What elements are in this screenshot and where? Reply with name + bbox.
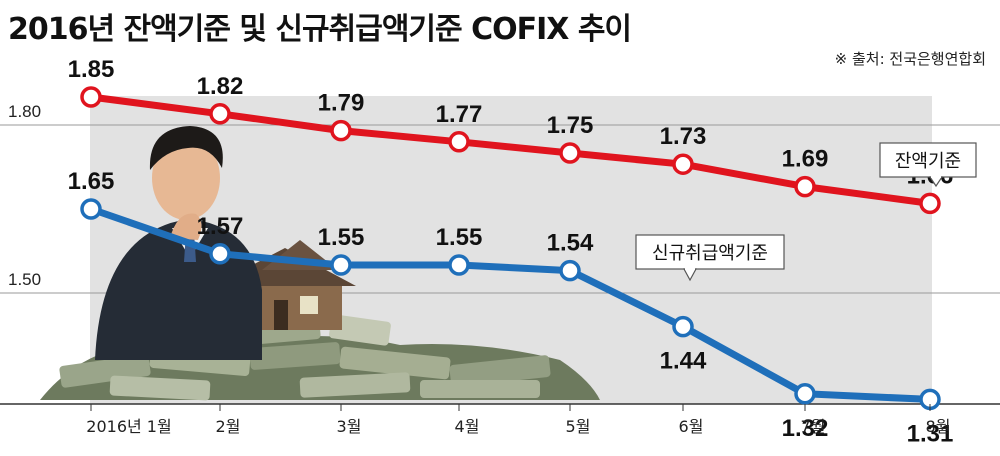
illustration xyxy=(40,126,600,401)
source-note: ※ 출처: 전국은행연합회 xyxy=(834,50,986,68)
data-point xyxy=(448,254,470,276)
x-axis: 2016년 1월 2월 3월 4월 5월 6월 7월 8월 xyxy=(86,404,950,436)
series-line-1 xyxy=(90,93,931,207)
data-label: 1.57 xyxy=(197,213,244,240)
data-label: 1.32 xyxy=(782,415,829,442)
y-tick-label: 1.80 xyxy=(8,102,41,121)
data-label: 1.82 xyxy=(197,73,244,100)
data-label: 1.77 xyxy=(436,101,483,128)
data-label: 1.85 xyxy=(68,56,115,83)
data-point xyxy=(919,192,941,215)
data-label: 1.55 xyxy=(318,224,365,251)
data-label: 1.75 xyxy=(547,112,594,139)
data-point xyxy=(209,243,231,265)
grid-layer: 1.80 1.50 xyxy=(0,102,1000,405)
data-label: 1.73 xyxy=(660,123,707,150)
series-line-2 xyxy=(89,205,931,403)
callout-label: 신규취급액기준 xyxy=(652,243,768,264)
data-point xyxy=(672,315,694,338)
callout-new: 신규취급액기준 xyxy=(635,234,785,282)
x-tick-label: 3월 xyxy=(337,417,362,436)
data-point xyxy=(794,175,816,198)
series-lines xyxy=(80,86,941,411)
x-tick-label: 6월 xyxy=(679,417,704,436)
y-tick-label: 1.50 xyxy=(8,270,41,289)
x-tick-label: 4월 xyxy=(455,417,480,436)
x-tick-label: 7월 xyxy=(801,417,826,436)
data-label: 1.69 xyxy=(782,146,829,173)
data-point xyxy=(209,103,231,125)
data-point xyxy=(330,254,352,276)
callout-box xyxy=(879,142,977,178)
data-point xyxy=(672,153,694,175)
data-point xyxy=(80,86,102,108)
data-point xyxy=(448,131,470,153)
data-label: 1.55 xyxy=(436,224,483,251)
data-point xyxy=(559,142,581,164)
data-label: 1.44 xyxy=(660,348,707,375)
data-point xyxy=(559,259,581,282)
data-point xyxy=(330,119,352,142)
callout-label: 잔액기준 xyxy=(895,151,961,172)
callout-box xyxy=(635,234,785,270)
data-label: 1.31 xyxy=(907,420,954,447)
callout-balance: 잔액기준 xyxy=(879,142,977,188)
data-label: 1.65 xyxy=(68,168,115,195)
x-tick-label: 5월 xyxy=(566,417,591,436)
x-tick-label: 2월 xyxy=(216,417,241,436)
data-point xyxy=(794,383,816,405)
chart-title: 2016년 잔액기준 및 신규취급액기준 COFIX 추이 xyxy=(8,12,632,47)
x-tick-label: 2016년 1월 xyxy=(86,417,171,436)
data-point xyxy=(80,198,102,220)
x-tick-label: 8월 xyxy=(926,417,951,436)
data-label: 1.79 xyxy=(318,90,365,117)
data-label: 1.54 xyxy=(547,230,594,257)
